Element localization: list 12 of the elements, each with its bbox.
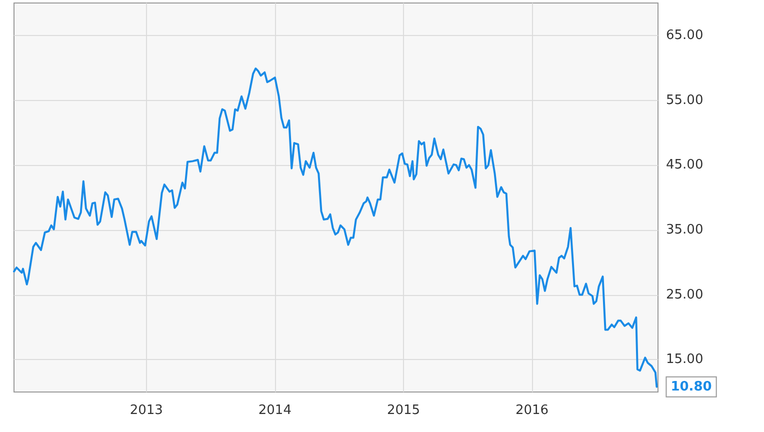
y-tick-label: 55.00 — [666, 92, 704, 108]
x-tick-label: 2015 — [386, 403, 420, 418]
annotation: 10.80 — [670, 379, 712, 394]
y-tick-label: 45.00 — [666, 158, 704, 173]
y-tick-label: 65.00 — [666, 28, 704, 43]
x-tick-label: 2013 — [130, 403, 163, 418]
y-tick-label: 35.00 — [666, 222, 704, 238]
line-series — [13, 67, 658, 388]
y-tick-label: 15.00 — [666, 352, 704, 368]
x-tick-label: 2014 — [258, 403, 292, 418]
x-tick-label: 2016 — [515, 403, 549, 418]
y-tick-label: 25.00 — [666, 287, 704, 302]
